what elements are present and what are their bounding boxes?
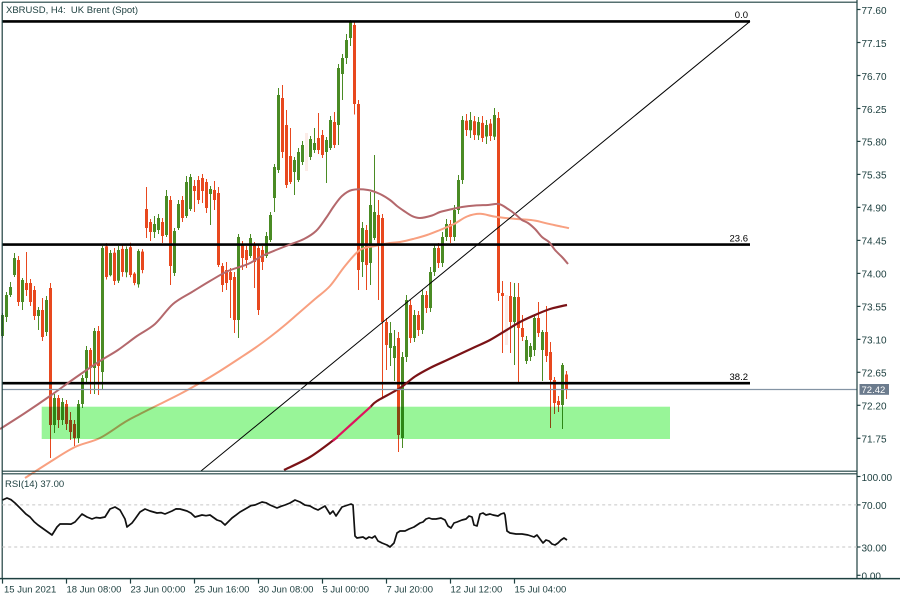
svg-text:72.42: 72.42 xyxy=(862,385,886,396)
svg-text:30 Jun 08:00: 30 Jun 08:00 xyxy=(259,584,314,595)
svg-text:0.0: 0.0 xyxy=(735,10,748,21)
svg-text:72.20: 72.20 xyxy=(862,402,887,413)
svg-text:7 Jul 20:00: 7 Jul 20:00 xyxy=(387,584,433,595)
svg-text:12 Jul 12:00: 12 Jul 12:00 xyxy=(451,584,503,595)
svg-text:72.65: 72.65 xyxy=(862,369,887,380)
svg-text:XBRUSD, H4: UK Brent (Spot): XBRUSD, H4: UK Brent (Spot) xyxy=(6,5,138,16)
svg-text:70.00: 70.00 xyxy=(862,501,887,512)
svg-text:73.10: 73.10 xyxy=(862,336,887,347)
svg-text:RSI(14) 37.00: RSI(14) 37.00 xyxy=(5,479,64,490)
svg-text:74.90: 74.90 xyxy=(862,204,887,215)
svg-text:73.55: 73.55 xyxy=(862,303,887,314)
svg-text:74.45: 74.45 xyxy=(862,237,887,248)
svg-text:5 Jul 00:00: 5 Jul 00:00 xyxy=(323,584,369,595)
svg-text:25 Jun 16:00: 25 Jun 16:00 xyxy=(195,584,250,595)
svg-text:71.75: 71.75 xyxy=(862,435,887,446)
svg-text:0.00: 0.00 xyxy=(862,572,882,583)
svg-text:15 Jun 2021: 15 Jun 2021 xyxy=(4,584,56,595)
svg-text:76.25: 76.25 xyxy=(862,105,887,116)
svg-text:75.35: 75.35 xyxy=(862,171,887,182)
svg-text:77.15: 77.15 xyxy=(862,39,887,50)
svg-text:23.6: 23.6 xyxy=(730,233,749,244)
svg-text:30.00: 30.00 xyxy=(862,543,887,554)
svg-text:76.70: 76.70 xyxy=(862,72,887,83)
svg-text:23 Jun 00:00: 23 Jun 00:00 xyxy=(131,584,186,595)
svg-text:18 Jun 08:00: 18 Jun 08:00 xyxy=(67,584,122,595)
svg-text:75.80: 75.80 xyxy=(862,138,887,149)
svg-text:77.60: 77.60 xyxy=(862,6,887,17)
svg-text:38.2: 38.2 xyxy=(730,372,749,383)
svg-text:15 Jul 04:00: 15 Jul 04:00 xyxy=(515,584,567,595)
svg-text:100.00: 100.00 xyxy=(862,473,893,484)
svg-text:74.00: 74.00 xyxy=(862,270,887,281)
